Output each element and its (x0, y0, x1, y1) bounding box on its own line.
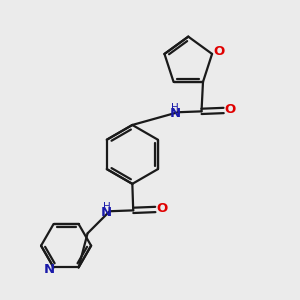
Text: N: N (43, 263, 54, 276)
Text: O: O (156, 202, 167, 215)
Text: N: N (169, 106, 181, 120)
Text: O: O (214, 45, 225, 58)
Text: H: H (103, 202, 111, 212)
Text: H: H (171, 103, 179, 113)
Text: N: N (101, 206, 112, 219)
Text: O: O (224, 103, 236, 116)
